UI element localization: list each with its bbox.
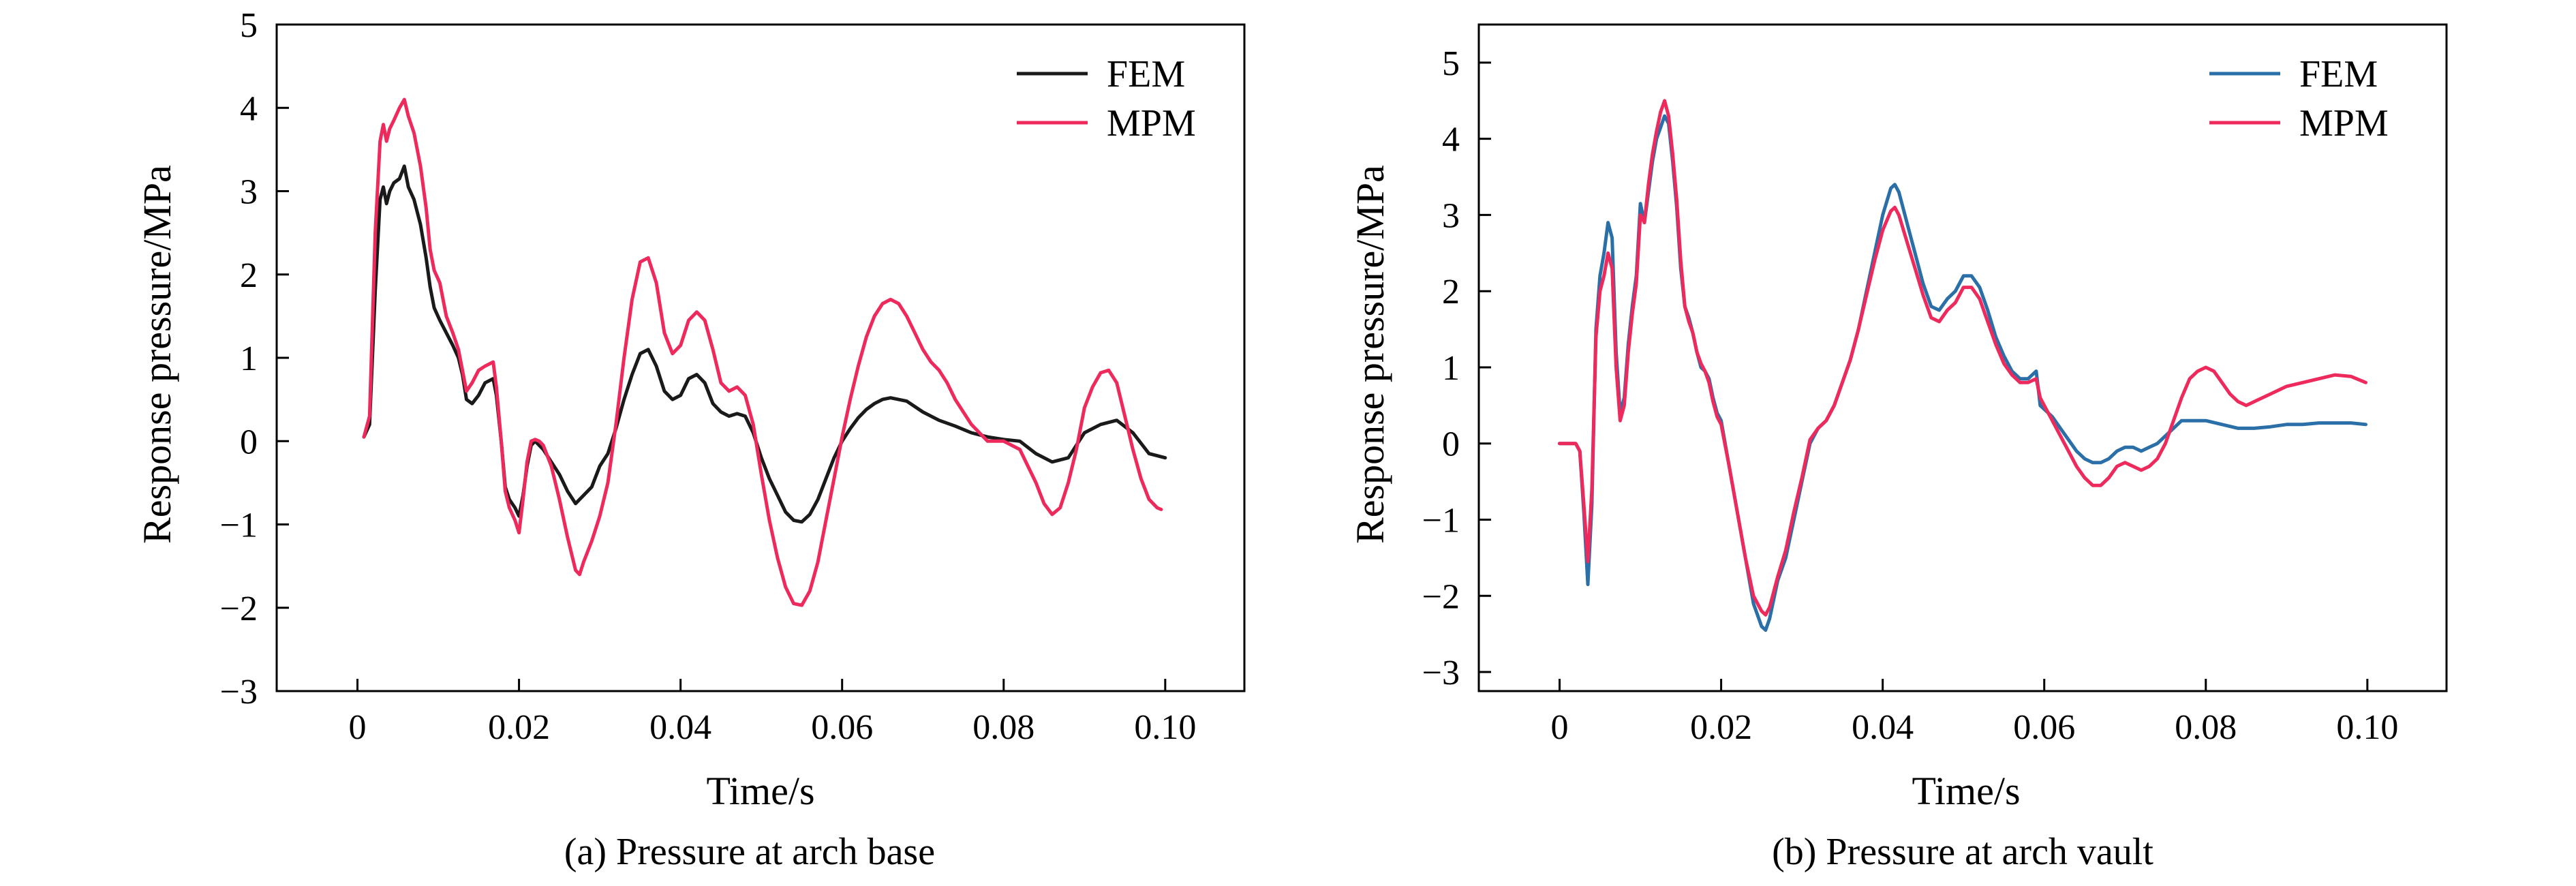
caption-b: (b) Pressure at arch vault [1772,831,2153,873]
y-tick-label-a: 3 [240,173,258,212]
ticks-b: 0 0.02 0.04 0.06 0.08 0.10 −3 −2 −1 0 1 2 3 4 5 [1422,44,2399,747]
y-axis-label-a: Response pressure/MPa [135,165,179,544]
x-tick-label-b: 0.06 [2013,708,2075,747]
y-tick-label-a: 0 [240,423,258,461]
x-tick-label-a: 0.02 [488,708,550,747]
series-line-mpm-b [1558,99,2367,617]
y-tick-label-b: 0 [1442,425,1460,464]
legend-label-mpm-b: MPM [2299,102,2389,144]
series-line-fem-a [362,164,1167,524]
legend-label-fem-a: FEM [1107,53,1185,95]
ticks-a: 0 0.02 0.04 0.06 0.08 0.10 −3 −2 −1 0 1 2 3 4 5 [220,6,1197,747]
x-tick-label-b: 0.08 [2175,708,2237,747]
y-tick-label-b: −1 [1422,502,1460,540]
y-tick-label-a: 4 [240,89,258,128]
x-tick-label-a: 0 [349,708,367,747]
legend-label-fem-b: FEM [2299,53,2378,95]
series-lines-b [1558,99,2367,632]
x-tick-label-b: 0.02 [1690,708,1752,747]
y-tick-label-a: −2 [220,590,258,628]
x-tick-label-a: 0.04 [649,708,711,747]
panel-b: (b) Pressure at arch vault Time/s Respon… [1348,23,2448,873]
x-tick-label-b: 0.04 [1852,708,1914,747]
legend-label-mpm-a: MPM [1107,102,1196,144]
x-tick-label-b: 0.10 [2336,708,2398,747]
y-tick-label-a: −1 [220,506,258,545]
y-tick-label-a: 1 [240,339,258,378]
x-axis-label-b: Time/s [1912,769,2020,813]
plot-frame-b [1477,23,2448,692]
x-tick-label-b: 0 [1551,708,1569,747]
x-tick-label-a: 0.10 [1134,708,1196,747]
caption-a: (a) Pressure at arch base [564,831,935,873]
y-tick-label-b: 2 [1442,273,1460,311]
y-tick-label-b: 3 [1442,196,1460,235]
series-line-mpm-a [362,97,1163,607]
y-tick-label-b: 4 [1442,121,1460,159]
x-tick-label-a: 0.06 [811,708,873,747]
y-tick-label-a: 2 [240,256,258,295]
y-tick-label-b: 5 [1442,44,1460,83]
y-tick-label-a: 5 [240,6,258,45]
legend-b: FEM MPM [2209,53,2389,144]
y-tick-label-b: −2 [1422,577,1460,616]
series-lines-a [362,97,1167,607]
y-tick-label-b: 1 [1442,349,1460,388]
legend-a: FEM MPM [1017,53,1196,144]
y-tick-label-b: −3 [1422,654,1460,692]
y-axis-label-b: Response pressure/MPa [1348,165,1392,544]
y-tick-label-a: −3 [220,673,258,712]
x-tick-label-a: 0.08 [972,708,1034,747]
x-axis-label-a: Time/s [706,769,814,813]
panel-a: (a) Pressure at arch base Time/s Respons… [135,6,1246,873]
